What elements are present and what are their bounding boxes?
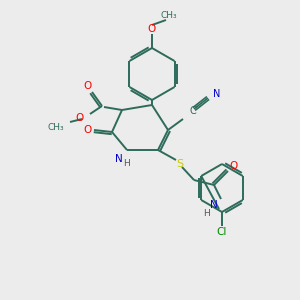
Text: N: N	[213, 89, 220, 99]
Text: CH₃: CH₃	[161, 11, 177, 20]
Text: H: H	[202, 208, 209, 217]
Text: N: N	[210, 200, 218, 210]
Text: O: O	[84, 125, 92, 135]
Text: S: S	[176, 159, 184, 169]
Text: O: O	[148, 24, 156, 34]
Text: N: N	[115, 154, 123, 164]
Text: C: C	[189, 106, 196, 116]
Text: CH₃: CH₃	[47, 122, 64, 131]
Text: O: O	[229, 161, 237, 171]
Text: Cl: Cl	[217, 227, 227, 237]
Text: O: O	[76, 113, 84, 123]
Text: H: H	[124, 160, 130, 169]
Text: O: O	[84, 81, 92, 91]
